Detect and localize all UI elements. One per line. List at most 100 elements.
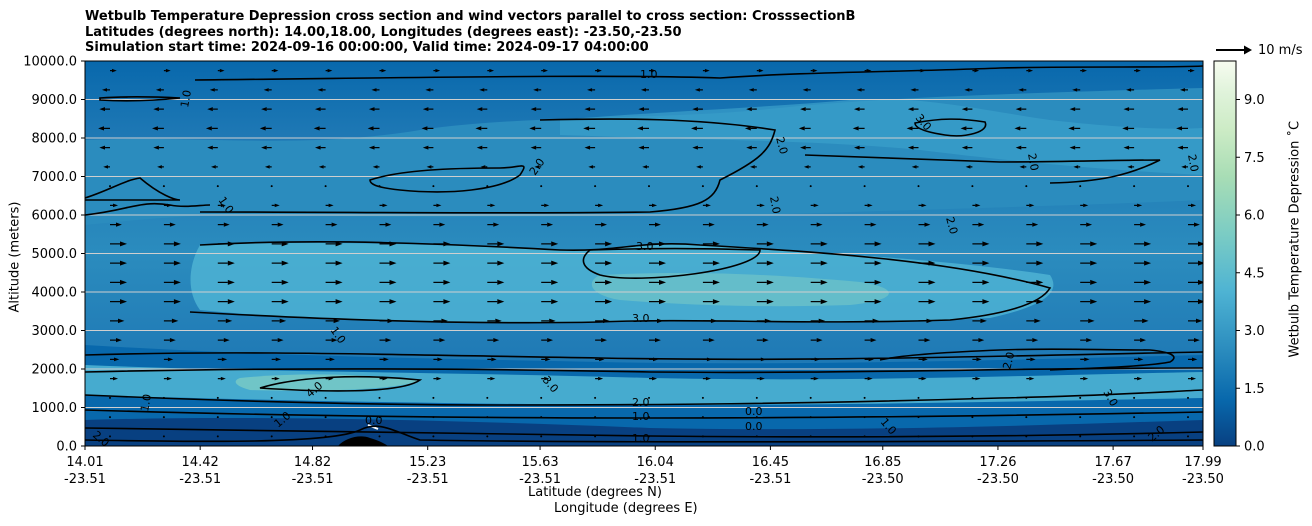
wind-vector-head xyxy=(113,203,119,208)
wind-vector-head xyxy=(479,88,485,92)
contour-line-low1 xyxy=(85,389,1203,406)
wind-vector xyxy=(863,416,866,419)
wind-vector-head xyxy=(1142,318,1149,324)
wind-vector-head xyxy=(277,222,284,227)
wind-vector-head xyxy=(114,357,120,362)
wind-vector-head xyxy=(1198,241,1203,247)
wind-vector-head xyxy=(659,260,666,266)
wind-vector xyxy=(378,185,381,188)
wind-vector-head xyxy=(421,126,428,131)
wind-vector xyxy=(540,185,543,188)
wind-vector-head xyxy=(273,68,279,73)
wind-vector-head xyxy=(1036,260,1044,266)
wind-vector-head xyxy=(928,260,936,266)
wind-vector-head xyxy=(153,145,159,150)
wind-vector-head xyxy=(227,241,235,247)
wind-vector-head xyxy=(227,260,235,266)
wind-vector-head xyxy=(1072,88,1078,92)
contour-fill-band-4b xyxy=(235,374,420,391)
wind-vector-head xyxy=(659,241,666,247)
y-tick-label: 8000.0 xyxy=(32,132,78,147)
wind-vector xyxy=(1187,416,1189,419)
wind-vector-head xyxy=(691,126,697,131)
wind-vector-head xyxy=(710,318,718,324)
wind-vector-head xyxy=(816,222,823,227)
wind-vector-head xyxy=(928,279,936,285)
wind-vector-head xyxy=(874,241,882,247)
contour-fill-band-3b xyxy=(85,365,1203,405)
wind-vector xyxy=(486,435,489,438)
wind-vector-head xyxy=(980,318,987,324)
colorbar-label: Wetbulb Temperature Depression ˚C xyxy=(1287,120,1303,358)
wind-vector-head xyxy=(965,165,971,169)
wind-vector-head xyxy=(98,126,104,131)
wind-vector-head xyxy=(120,260,127,266)
wind-vector-head xyxy=(493,338,500,343)
wind-vector xyxy=(594,396,597,399)
wind-vector-head xyxy=(874,279,882,285)
wind-vector-head xyxy=(328,203,334,208)
wind-vector-head xyxy=(387,318,394,324)
wind-vector-head xyxy=(167,357,174,362)
wind-vector-head xyxy=(696,165,701,169)
wind-vector-head xyxy=(1194,338,1200,343)
colorbar-tick-label: 4.5 xyxy=(1244,266,1265,281)
x-tick-label-lon: -23.51 xyxy=(292,472,334,487)
wind-vector-head xyxy=(1140,338,1146,343)
wind-vector-head xyxy=(549,318,556,324)
wind-vector-head xyxy=(692,145,698,150)
wind-vector-head xyxy=(101,88,107,92)
contour-line-1b xyxy=(85,177,181,201)
wind-vector xyxy=(701,396,704,399)
chart-title: Wetbulb Temperature Depression cross sec… xyxy=(85,9,855,56)
wind-vector-head xyxy=(907,107,914,112)
wind-vector-head xyxy=(961,107,968,112)
wind-vector-head xyxy=(1181,165,1186,169)
wind-vector-head xyxy=(1144,279,1152,285)
wind-vector-head xyxy=(978,338,985,343)
wind-vector xyxy=(540,396,543,399)
contour-label-2h: 2.0 xyxy=(632,396,650,409)
wind-vector-head xyxy=(225,318,233,324)
contour-line-2b xyxy=(199,118,776,214)
wind-vector-head xyxy=(814,357,821,362)
x-tick-label-lon: -23.51 xyxy=(519,472,561,487)
contour-label-1b: 1.0 xyxy=(178,89,194,108)
wind-vector-head xyxy=(1191,203,1197,208)
wind-vector-head xyxy=(762,222,769,227)
wind-vector-head xyxy=(475,126,482,131)
wind-vector-head xyxy=(439,338,446,343)
wind-vector-head xyxy=(211,165,216,169)
wind-vector-head xyxy=(1198,279,1203,285)
wind-vector-head xyxy=(385,338,392,343)
wind-vector-head xyxy=(874,299,882,305)
wind-vector-head xyxy=(120,279,127,285)
wind-vector-head xyxy=(1090,299,1098,305)
wind-vector xyxy=(162,185,165,188)
wind-vector-head xyxy=(169,222,176,227)
wind-vector-head xyxy=(259,126,266,131)
wind-vector-head xyxy=(744,126,751,131)
wind-vector-head xyxy=(335,260,343,266)
wind-vector-head xyxy=(712,241,720,247)
wind-vector-head xyxy=(331,338,338,343)
wind-vector-head xyxy=(1082,68,1087,73)
wind-vector-head xyxy=(655,338,661,343)
wind-vector-head xyxy=(652,376,658,381)
x-axis-label-longitude: Longitude (degrees E) xyxy=(554,501,698,516)
wind-vector-head xyxy=(652,203,658,208)
wind-vector xyxy=(1079,396,1082,399)
wind-vector-head xyxy=(443,260,451,266)
colorbar-tick-label: 7.5 xyxy=(1244,151,1265,166)
wind-vector xyxy=(971,416,974,419)
wind-vector-head xyxy=(651,68,656,73)
wind-vector-head xyxy=(1019,165,1025,169)
wind-vector-head xyxy=(911,165,917,169)
wind-vector-head xyxy=(543,68,548,73)
y-tick-label: 2000.0 xyxy=(32,363,78,378)
wind-vector-head xyxy=(1086,338,1093,343)
wind-vector-head xyxy=(547,338,554,343)
wind-vector-head xyxy=(982,299,990,305)
wind-vector xyxy=(648,396,650,399)
